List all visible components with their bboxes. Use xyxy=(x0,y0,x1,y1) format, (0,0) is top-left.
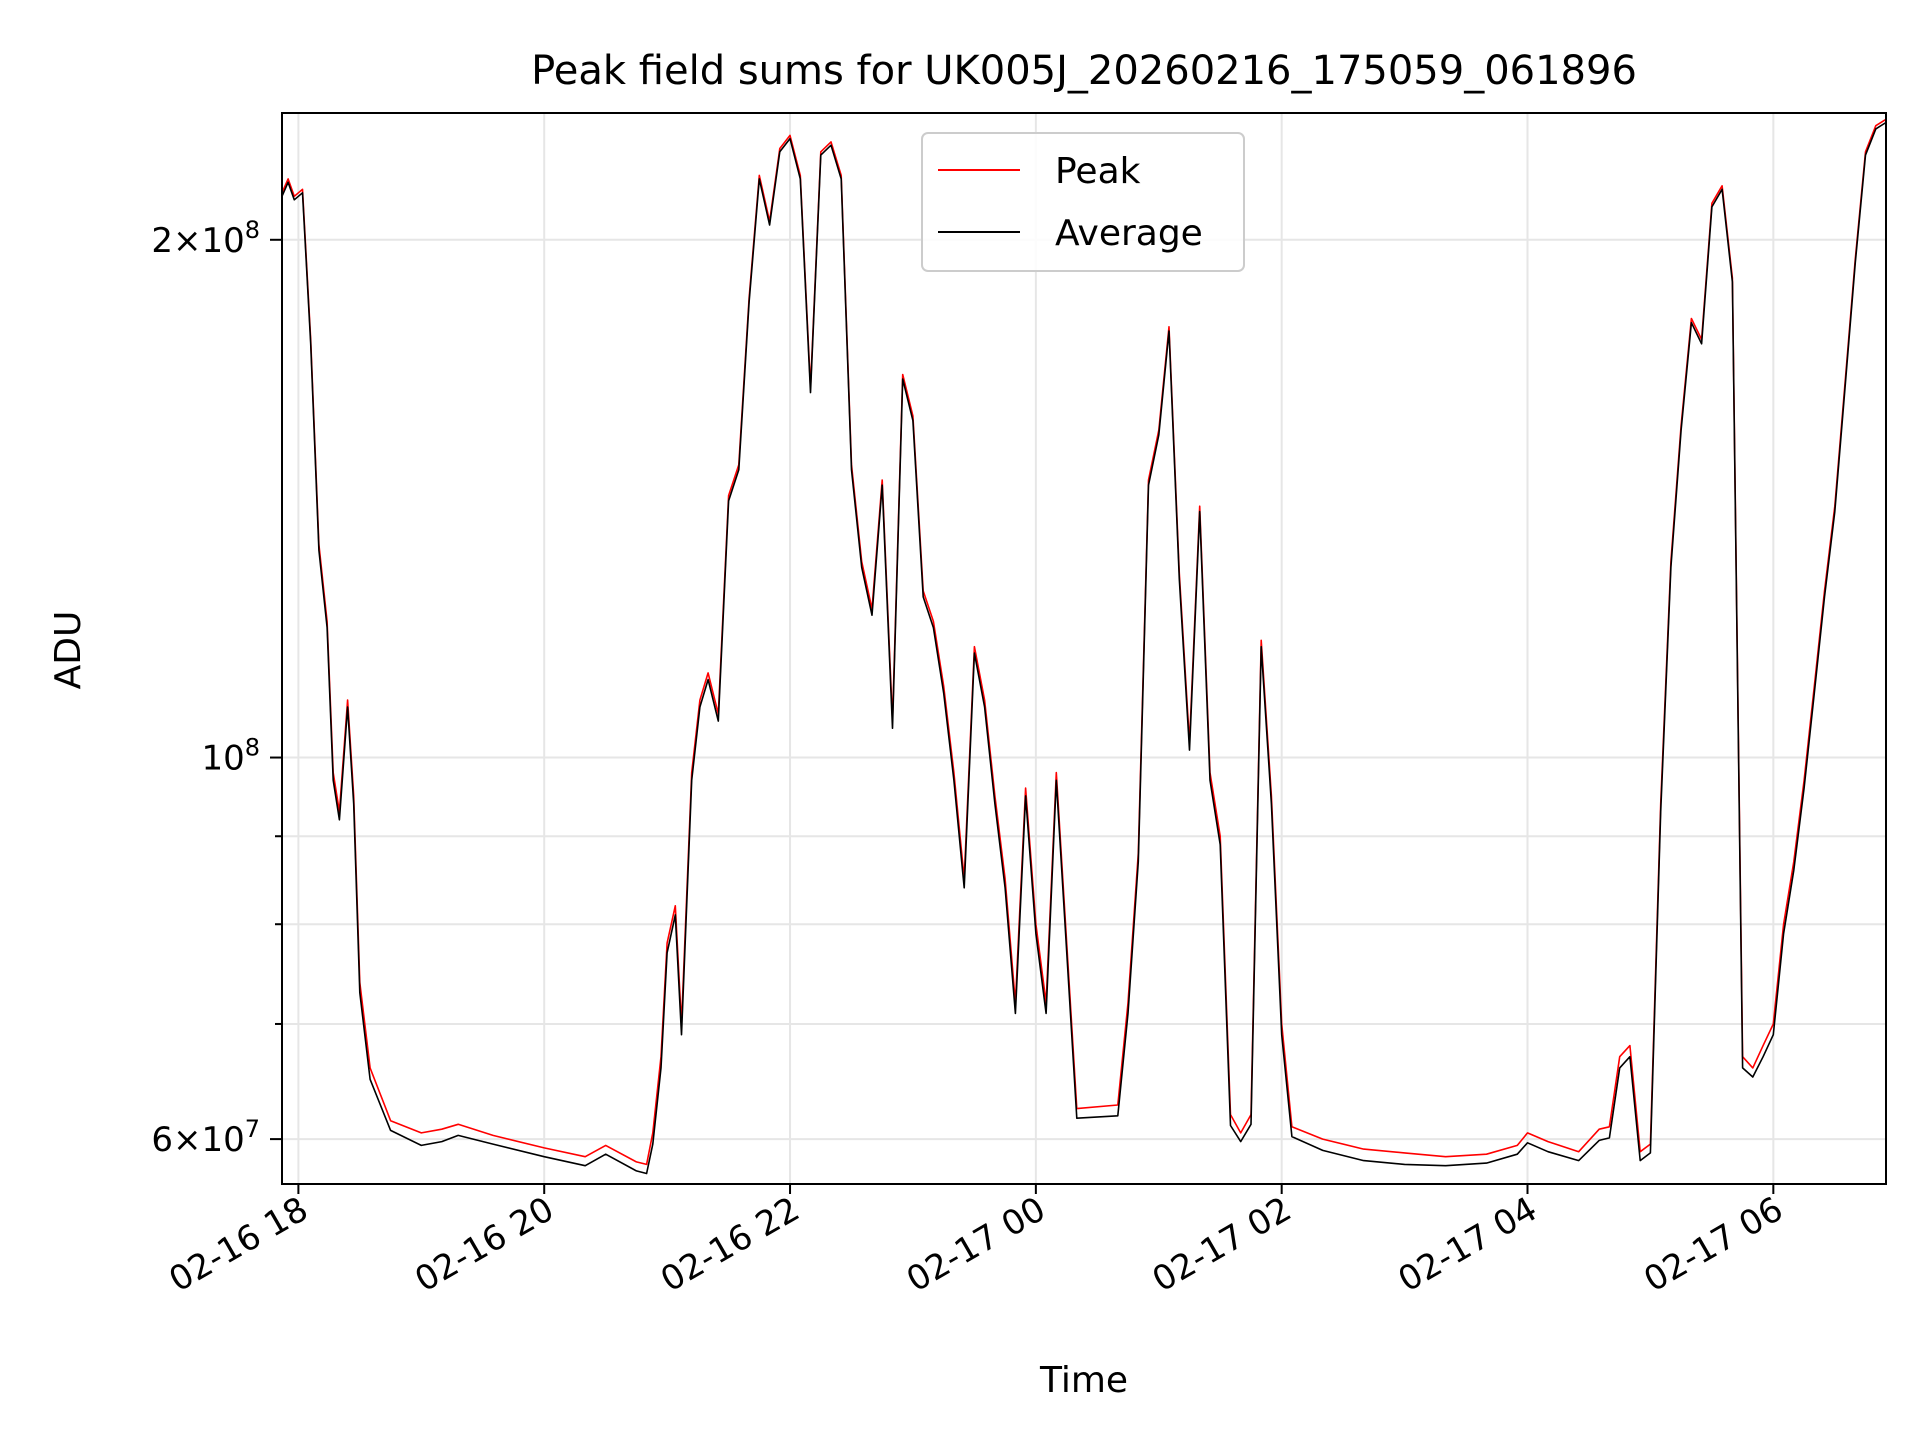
y-tick-label: 108 xyxy=(201,734,260,779)
x-axis-label: Time xyxy=(1039,1360,1128,1401)
y-axis-label: ADU xyxy=(48,611,89,690)
chart-title: Peak field sums for UK005J_20260216_1750… xyxy=(531,48,1637,94)
y-tick-label: 2×108 xyxy=(151,216,260,261)
y-axis-ticks: 6×107 108 2×108 xyxy=(151,216,282,1160)
legend-peak-label: Peak xyxy=(1055,151,1141,192)
y-tick-label: 6×107 xyxy=(151,1115,260,1160)
plot-frame xyxy=(281,112,1887,1185)
series-lines xyxy=(281,118,1887,1175)
legend-box xyxy=(921,132,1245,272)
legend: Peak Average xyxy=(921,132,1245,272)
legend-average-label: Average xyxy=(1055,213,1203,254)
series-line-average xyxy=(281,121,1887,1175)
